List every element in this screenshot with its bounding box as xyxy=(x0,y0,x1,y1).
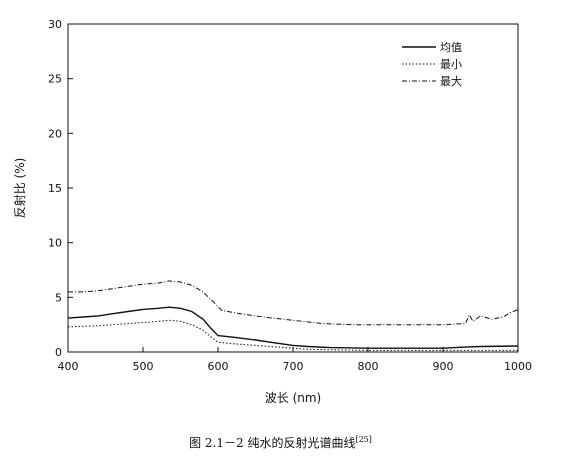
x-tick-label: 900 xyxy=(433,360,454,373)
legend-label: 均值 xyxy=(440,41,462,54)
series-line-solid xyxy=(67,306,519,349)
caption-text: 图 2.1－2 纯水的反射光谱曲线 xyxy=(189,436,356,450)
series-line-dashdot xyxy=(68,280,519,326)
x-tick-label: 1000 xyxy=(504,360,532,373)
y-axis-label: 反射比 (%) xyxy=(12,158,27,219)
reflectance-chart: 400 500 600 700 800 900 1000 0 5 10 15 20 25 30 均值最小… xyxy=(12,18,532,405)
y-tick-label: 0 xyxy=(55,346,62,359)
y-tick-label: 20 xyxy=(48,127,62,140)
x-tick-label: 500 xyxy=(133,360,154,373)
legend-label: 最小 xyxy=(440,58,462,71)
series-layer xyxy=(67,280,519,351)
y-tick-label: 15 xyxy=(48,182,62,195)
y-tick-label: 30 xyxy=(48,18,62,31)
y-tick-label: 10 xyxy=(48,237,62,250)
legend-label: 最大 xyxy=(440,74,462,88)
y-tick-label: 5 xyxy=(55,291,62,304)
plot-frame xyxy=(67,23,519,353)
x-tick-label: 700 xyxy=(283,360,304,373)
x-axis: 400 500 600 700 800 900 1000 xyxy=(58,347,532,373)
y-axis: 0 5 10 15 20 25 30 xyxy=(48,18,73,359)
y-tick-label: 25 xyxy=(48,73,62,86)
plot-area xyxy=(67,23,519,353)
x-tick-label: 400 xyxy=(58,360,79,373)
figure-caption: 图 2.1－2 纯水的反射光谱曲线[25] xyxy=(0,434,561,451)
caption-reference: [25] xyxy=(355,435,372,444)
x-tick-label: 800 xyxy=(358,360,379,373)
x-axis-label: 波长 (nm) xyxy=(265,391,321,405)
x-tick-label: 600 xyxy=(208,360,229,373)
series-line-dotted xyxy=(67,319,518,351)
